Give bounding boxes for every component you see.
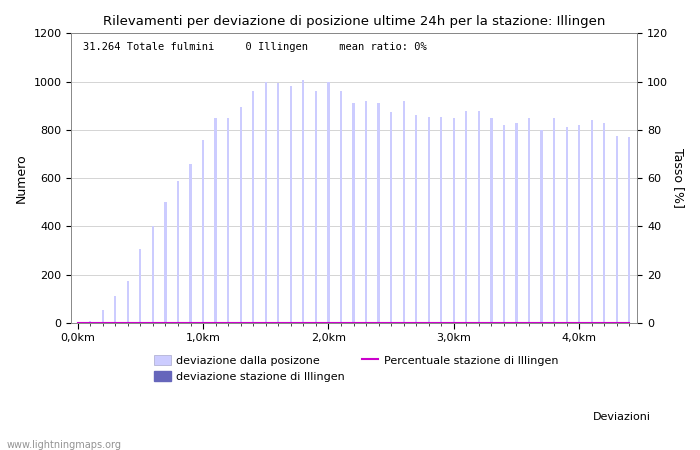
Bar [515, 123, 517, 323]
Bar [202, 140, 204, 323]
Title: Rilevamenti per deviazione di posizione ultime 24h per la stazione: Illingen: Rilevamenti per deviazione di posizione … [104, 15, 606, 28]
Bar [428, 117, 430, 323]
Bar [616, 136, 618, 323]
Text: Deviazioni: Deviazioni [593, 412, 651, 422]
Bar [365, 101, 367, 323]
Bar [152, 226, 154, 323]
Bar [89, 320, 91, 323]
Legend: deviazione dalla posizone, deviazione stazione di Illingen, Percentuale stazione: deviazione dalla posizone, deviazione st… [150, 351, 561, 386]
Bar [402, 101, 405, 323]
Bar [466, 111, 468, 323]
Bar [591, 120, 593, 323]
Bar [315, 91, 317, 323]
Bar [540, 130, 542, 323]
Bar [578, 125, 580, 323]
Bar [377, 104, 379, 323]
Bar [340, 91, 342, 323]
Bar [390, 112, 392, 323]
Bar [127, 281, 129, 323]
Bar [478, 111, 480, 323]
Bar [102, 310, 104, 323]
Bar [227, 118, 229, 323]
Bar [503, 125, 505, 323]
Text: www.lightningmaps.org: www.lightningmaps.org [7, 440, 122, 450]
Y-axis label: Tasso [%]: Tasso [%] [672, 148, 685, 208]
Bar [490, 118, 493, 323]
Bar [164, 202, 167, 323]
Bar [553, 118, 555, 323]
Bar [302, 81, 304, 323]
Bar [277, 83, 279, 323]
Bar [603, 123, 606, 323]
Bar [177, 180, 179, 323]
Y-axis label: Numero: Numero [15, 153, 28, 203]
Bar [139, 249, 141, 323]
Bar [352, 104, 355, 323]
Bar [114, 297, 116, 323]
Bar [76, 322, 79, 323]
Bar [415, 115, 417, 323]
Bar [252, 91, 254, 323]
Bar [440, 117, 442, 323]
Bar [290, 86, 292, 323]
Bar [265, 81, 267, 323]
Bar [190, 164, 192, 323]
Text: 31.264 Totale fulmini     0 Illingen     mean ratio: 0%: 31.264 Totale fulmini 0 Illingen mean ra… [83, 42, 426, 52]
Bar [239, 107, 241, 323]
Bar [328, 81, 330, 323]
Bar [453, 118, 455, 323]
Bar [528, 118, 530, 323]
Bar [628, 137, 631, 323]
Bar [214, 118, 217, 323]
Bar [566, 127, 568, 323]
